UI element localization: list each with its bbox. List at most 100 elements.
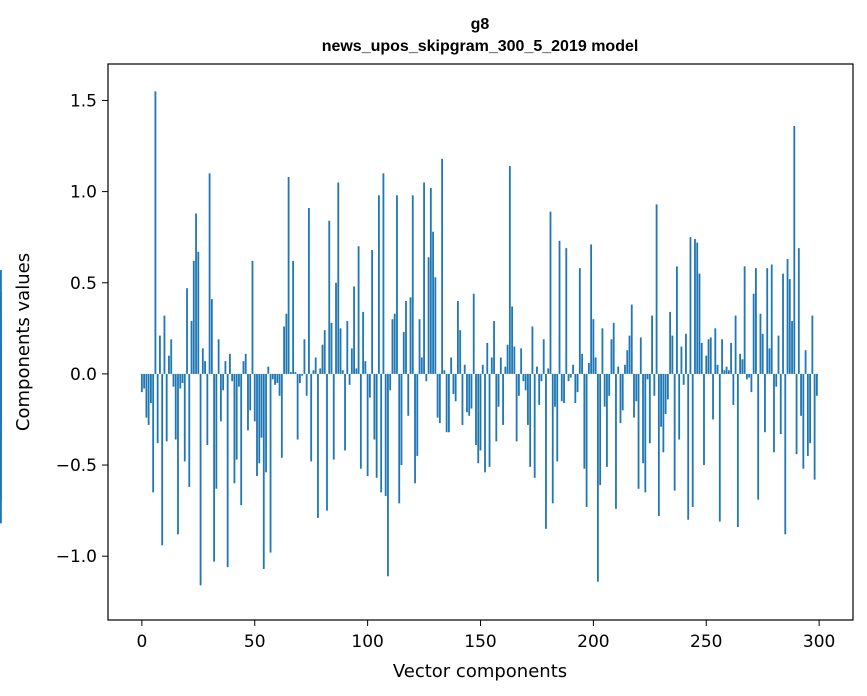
bar-component-69 [296,373,299,440]
bar-component-148 [475,373,477,445]
bar-component-207 [608,373,611,396]
bar-component-160 [502,373,504,425]
bar-component-37 [224,361,227,374]
bar-component-176 [538,373,541,405]
bar-component-70 [298,373,301,384]
bar-component-164 [511,306,514,374]
bar-component-243 [689,237,692,374]
bar-component-209 [612,322,615,374]
bar-component-5 [152,373,155,493]
bar-component-16 [177,373,179,535]
bar-component-41 [233,373,236,484]
bar-component-212 [619,373,622,424]
bar-component-127 [427,257,430,374]
x-axis-ticks: 0 50 100 150 200 250 300 [136,620,835,652]
bar-component-165 [513,346,516,374]
bar-component-162 [506,344,509,374]
bar-component-262 [732,373,735,405]
bar-component-213 [621,373,624,411]
bar-component-274 [759,313,762,374]
bar-component-197 [585,373,588,507]
bar-component-149 [477,373,480,464]
bar-component-115 [400,373,403,466]
bar-component-71 [301,373,304,376]
bar-component-259 [725,366,728,374]
bar-component-24 [195,213,197,374]
bar-component-188 [565,248,568,374]
bar-component-157 [495,373,498,442]
bar-component-292 [800,373,802,416]
bar-component-299 [815,373,818,396]
bar-series [0,91,818,586]
bar-component-32 [213,373,216,562]
bar-component-123 [418,319,421,374]
bar-component-136 [447,373,450,433]
bar-component-80 [321,344,324,374]
y-tick-label: 1.5 [70,91,97,111]
bar-component-94 [353,286,355,374]
bar-component-79 [319,368,322,374]
bar-component-98 [362,311,365,374]
bar-component-92 [348,373,351,385]
bar-component-58 [271,373,274,380]
bar-component-184 [556,373,559,462]
bar-component-215 [626,350,629,374]
bar-component-60 [276,373,279,384]
bar-component-208 [610,339,613,374]
bar-component-175 [536,366,538,374]
bar-component-151 [481,364,484,374]
bar-component-131 [436,373,439,418]
bar-component-67 [292,260,295,374]
bar-component-44 [240,373,243,506]
bar-component-4 [149,373,152,404]
bar-component-230 [660,373,663,427]
bar-component-218 [633,373,635,418]
bar-component-10 [163,315,166,374]
bar-component-181 [549,211,552,374]
bar-component-111 [391,319,394,374]
bar-component-152 [484,373,486,473]
bar-component-90 [344,373,346,451]
bar-component-99 [364,361,367,374]
bar-component-211 [617,366,620,374]
bar-component-106 [380,373,383,493]
bar-component-104 [375,373,378,478]
bar-component-150 [479,373,482,451]
bar-component-180 [547,368,550,374]
bar-component-222 [642,373,644,464]
bar-component-250 [705,355,708,374]
bar-component-295 [806,373,809,456]
bar-component-186 [560,373,563,402]
bar-component-91 [346,321,349,374]
bar-component-17 [179,373,182,389]
bar-component-279 [770,264,773,374]
bar-component-25 [197,251,200,374]
bar-component-126 [425,373,428,382]
bar-component-undefined [0,269,2,374]
bar-component-275 [761,333,764,374]
bar-component-109 [387,373,389,577]
bar-component-226 [651,315,653,374]
bar-component-31 [210,299,213,374]
bar-component-286 [786,259,789,374]
bar-component-11 [165,373,168,442]
bar-component-280 [773,373,775,453]
bar-component-38 [226,373,229,568]
bar-component-240 [682,373,685,385]
bar-component-272 [755,268,757,374]
bar-component-18 [181,373,184,384]
bar-component-116 [402,331,405,374]
bar-component-95 [355,368,358,374]
bar-component-228 [655,204,658,374]
bar-component-254 [714,328,717,374]
bar-component-62 [280,373,283,458]
bar-component-253 [712,373,714,420]
bar-component-238 [678,373,681,440]
bar-component-182 [551,373,554,504]
bar-component-154 [488,373,491,467]
bar-component-258 [723,370,726,374]
bar-component-113 [396,195,398,374]
bar-component-34 [217,339,220,374]
bar-component-221 [639,337,642,374]
